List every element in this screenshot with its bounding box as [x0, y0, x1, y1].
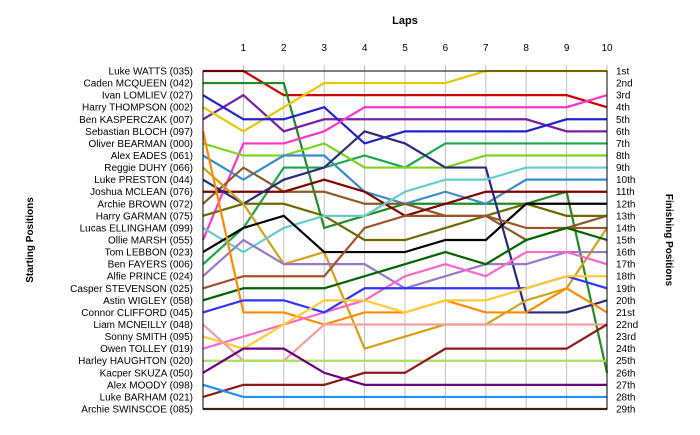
driver-label: Alex EADES (061) — [111, 151, 193, 162]
driver-label: Connor CLIFFORD (045) — [81, 308, 193, 319]
driver-label: Alfie PRINCE (024) — [107, 272, 193, 283]
series-line-13 — [202, 130, 608, 314]
series-line-19 — [202, 226, 608, 302]
finish-position-label: 8th — [616, 151, 630, 162]
finish-position-label: 23rd — [616, 332, 636, 343]
x-tick-label: 6 — [443, 43, 449, 54]
x-tick-label: 7 — [483, 43, 489, 54]
series-line-16 — [202, 202, 607, 254]
driver-label: Luke PRESTON (044) — [94, 175, 193, 186]
driver-label: Kacper SKUZA (050) — [100, 368, 193, 379]
driver-label: Ivan LOMLIEV (027) — [102, 91, 193, 102]
finish-position-label: 27th — [616, 380, 635, 391]
driver-label: Alex MOODY (098) — [107, 380, 193, 391]
finish-position-label: 9th — [616, 163, 630, 174]
series-line-26 — [202, 323, 608, 398]
driver-label: Ben KASPERCZAK (007) — [79, 115, 193, 126]
driver-label: Oliver BEARMAN (000) — [89, 139, 193, 150]
series-line-5 — [202, 94, 607, 145]
finish-position-label: 22nd — [616, 320, 638, 331]
x-tick-label: 8 — [523, 43, 529, 54]
x-tick-label: 2 — [281, 43, 287, 54]
driver-label: Sebastian BLOCH (097) — [85, 127, 193, 138]
series-line-27 — [202, 347, 607, 386]
finish-position-label: 16th — [616, 248, 635, 259]
series-line-28 — [202, 383, 607, 399]
driver-label: Owen TOLLEY (019) — [100, 344, 193, 355]
driver-label: Archie SWINSCOE (085) — [81, 405, 193, 416]
x-tick-label: 10 — [601, 43, 613, 54]
driver-label: Lucas ELLINGHAM (099) — [80, 223, 193, 234]
finish-position-label: 25th — [616, 356, 635, 367]
plot-frame — [202, 70, 608, 410]
series-line-14 — [202, 166, 608, 350]
finish-position-label: 5th — [616, 115, 630, 126]
finishing-position-labels: 1st2nd3rd4th5th6th7th8th9th10th11th12th1… — [616, 67, 638, 416]
driver-label: Archie BROWN (072) — [97, 199, 193, 210]
finish-position-label: 17th — [616, 260, 635, 271]
series-line-8 — [202, 142, 607, 169]
driver-label: Harry GARMAN (075) — [96, 211, 193, 222]
finish-position-label: 21st — [616, 308, 635, 319]
driver-label: Ben FAYERS (006) — [108, 260, 193, 271]
finish-position-label: 20th — [616, 296, 635, 307]
x-tick-label: 9 — [564, 43, 570, 54]
finish-position-label: 11th — [616, 187, 635, 198]
y-axis-label-right: Finishing Positions — [663, 194, 674, 287]
x-tick-label: 3 — [321, 43, 327, 54]
finish-position-label: 12th — [616, 199, 635, 210]
finish-position-label: 7th — [616, 139, 630, 150]
driver-label: Sonny SMITH (095) — [105, 332, 193, 343]
series-line-12 — [202, 202, 607, 242]
driver-label: Ollie MARSH (055) — [108, 236, 193, 247]
driver-label: Harley HAUGHTON (020) — [78, 356, 193, 367]
finish-position-label: 6th — [616, 127, 630, 138]
driver-label: Astin WIGLEY (058) — [103, 296, 193, 307]
finish-position-label: 3rd — [616, 91, 630, 102]
driver-label: Reggie DUHY (066) — [104, 163, 193, 174]
finish-position-label: 24th — [616, 344, 635, 355]
x-tick-labels: 1 2 3 4 5 6 7 8 9 10 — [241, 43, 613, 54]
finish-position-label: 26th — [616, 368, 635, 379]
finish-position-label: 18th — [616, 272, 635, 283]
finish-position-label: 10th — [616, 175, 635, 186]
driver-label: Luke WATTS (035) — [109, 67, 193, 78]
driver-label: Casper STEVENSON (025) — [70, 284, 193, 295]
x-tick-label: 1 — [241, 43, 247, 54]
y-axis-label-left: Starting Positions — [25, 197, 36, 283]
series-line-23 — [202, 275, 607, 350]
series-line-21 — [202, 250, 608, 350]
driver-label: Luke BARHAM (021) — [100, 392, 193, 403]
driver-label: Tom LEBBON (023) — [105, 248, 193, 259]
finish-position-label: 29th — [616, 405, 635, 416]
finish-position-label: 2nd — [616, 79, 633, 90]
series-line-1 — [203, 69, 608, 109]
finish-position-label: 4th — [616, 103, 630, 114]
series-line-6 — [201, 94, 608, 241]
finish-position-label: 15th — [616, 236, 635, 247]
finish-position-label: 1st — [616, 67, 630, 78]
driver-label: Liam MCNEILLY (048) — [93, 320, 193, 331]
driver-label: Harry THOMPSON (002) — [82, 103, 193, 114]
driver-label: Joshua MCLEAN (076) — [90, 187, 193, 198]
driver-label: Caden MCQUEEN (042) — [84, 79, 193, 90]
chart-title: Laps — [392, 15, 418, 27]
series-line-15 — [202, 166, 607, 254]
starting-position-labels: Luke WATTS (035)Caden MCQUEEN (042)Ivan … — [70, 67, 193, 416]
finish-position-label: 14th — [616, 223, 635, 234]
x-tick-label: 5 — [402, 43, 408, 54]
finish-position-label: 13th — [616, 211, 635, 222]
finish-position-label: 19th — [616, 284, 635, 295]
x-tick-label: 4 — [362, 43, 368, 54]
finish-position-label: 28th — [616, 392, 635, 403]
series-line-18 — [202, 214, 607, 290]
